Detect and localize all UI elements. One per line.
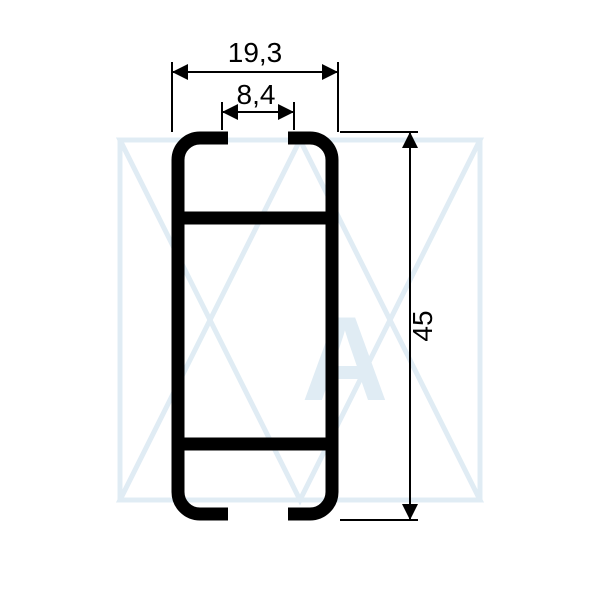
dimension-height-label: 45 — [407, 310, 438, 341]
dimension-width-label: 19,3 — [228, 37, 283, 68]
dimension-gap-label: 8,4 — [237, 79, 276, 110]
watermark-letter: A — [302, 292, 389, 426]
